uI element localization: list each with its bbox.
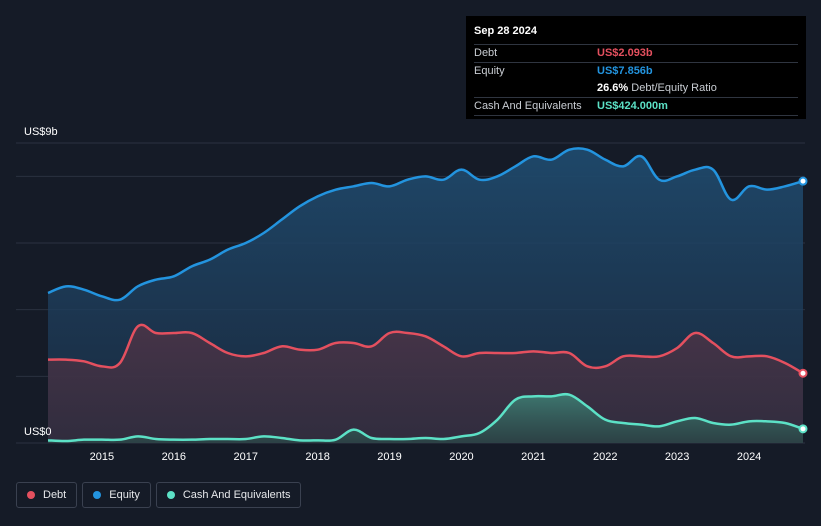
x-axis-ticks: 2015 2016 2017 2018 2019 2020 2021 2022 2023 2024	[90, 451, 762, 463]
tooltip-debt-row: Debt US$2.093b	[474, 44, 798, 62]
equity-line	[47, 147, 804, 302]
debt-dot-icon	[27, 491, 35, 499]
cash-line	[47, 392, 804, 443]
x-tick-label: 2015	[90, 451, 114, 463]
x-tick-label: 2024	[737, 451, 761, 463]
tooltip-debt-label: Debt	[474, 47, 498, 59]
legend-cash-label: Cash And Equivalents	[182, 489, 291, 501]
tooltip-debt-value: US$2.093b	[597, 47, 653, 59]
debt-line	[47, 323, 804, 375]
tooltip-equity-label: Equity	[474, 65, 505, 77]
x-tick-label: 2017	[233, 451, 257, 463]
x-tick-label: 2016	[162, 451, 186, 463]
y-axis-top-label: US$9b	[24, 126, 58, 138]
x-tick-label: 2019	[377, 451, 401, 463]
equity-endpoint	[798, 176, 808, 186]
cash-endpoint	[798, 424, 808, 434]
ratio-label: Debt/Equity Ratio	[631, 82, 717, 94]
equity-dot-icon	[93, 491, 102, 499]
series-areas	[48, 148, 803, 444]
tooltip-ratio-value: 26.6% Debt/Equity Ratio	[597, 80, 717, 97]
tooltip-cash-label: Cash And Equivalents	[474, 100, 582, 112]
series-lines	[47, 147, 804, 443]
tooltip-cash-value: US$424.000m	[597, 100, 668, 112]
cash-area	[48, 394, 803, 443]
legend: Debt Equity Cash And Equivalents	[16, 482, 302, 510]
legend-cash[interactable]: Cash And Equivalents	[155, 482, 302, 508]
tooltip-equity-value: US$7.856b	[597, 65, 653, 77]
x-tick-label: 2020	[449, 451, 473, 463]
y-axis-bottom-label: US$0	[24, 426, 52, 438]
debt-area	[48, 324, 803, 443]
tooltip-panel: Sep 28 2024 Debt US$2.093b Equity US$7.8…	[466, 16, 806, 119]
x-tick-label: 2023	[665, 451, 689, 463]
tooltip-ratio-row: 26.6% Debt/Equity Ratio	[474, 80, 798, 97]
legend-debt[interactable]: Debt	[16, 482, 78, 508]
x-tick-label: 2018	[305, 451, 329, 463]
tooltip-date: Sep 28 2024	[474, 25, 537, 37]
ratio-number: 26.6%	[597, 82, 629, 94]
series-endpoints	[798, 176, 808, 434]
legend-debt-label: Debt	[43, 489, 67, 501]
debt-endpoint	[798, 368, 808, 378]
cash-dot-icon	[166, 491, 175, 499]
legend-equity[interactable]: Equity	[82, 482, 151, 508]
x-tick-label: 2022	[593, 451, 617, 463]
tooltip-equity-row: Equity US$7.856b	[474, 62, 798, 80]
legend-equity-label: Equity	[109, 489, 140, 501]
x-tick-label: 2021	[521, 451, 545, 463]
tooltip-cash-row: Cash And Equivalents US$424.000m	[474, 97, 798, 116]
